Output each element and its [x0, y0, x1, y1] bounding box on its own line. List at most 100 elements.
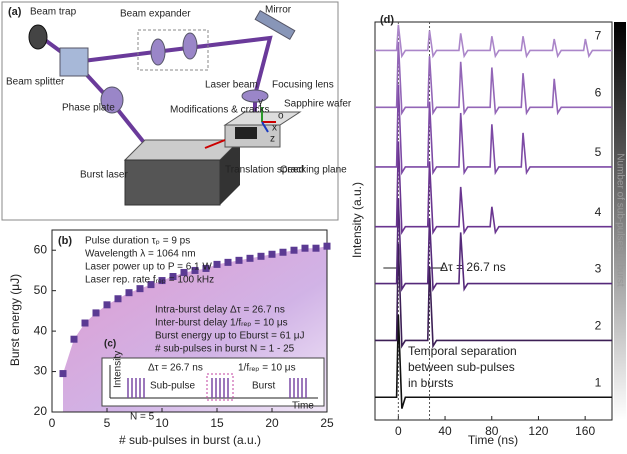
- y-axis-label: Burst energy (μJ): [8, 274, 22, 366]
- y-tick-label: 40: [34, 323, 48, 337]
- point: [257, 252, 265, 260]
- x-tick-label: 25: [320, 416, 334, 430]
- beam-splitter: [59, 47, 89, 77]
- focusing-lens: [241, 89, 269, 103]
- point: [191, 266, 199, 274]
- label: Cracking plane: [280, 165, 347, 176]
- laser-top: [123, 139, 242, 161]
- annotation: in bursts: [408, 376, 453, 390]
- annotation: Temporal separation: [408, 344, 517, 358]
- series-label: 3: [595, 262, 602, 276]
- trace: [375, 314, 612, 409]
- label: Phase plate: [62, 103, 115, 114]
- point: [246, 254, 254, 262]
- lens: [182, 32, 198, 60]
- label: Translation speed: [225, 165, 304, 176]
- phase-plate: [100, 86, 124, 114]
- annotation: Burst energy up to Eburst = 61 μJ: [155, 331, 304, 342]
- annotation: Wavelength λ = 1064 nm: [85, 249, 196, 260]
- point: [92, 309, 100, 317]
- inset-label: N = 5: [130, 412, 155, 423]
- axis-z: [261, 121, 269, 133]
- y-tick-label: 50: [34, 283, 48, 297]
- trace: [375, 24, 612, 59]
- panel-label: (d): [380, 14, 394, 26]
- expander-box: [137, 29, 209, 71]
- point: [59, 370, 67, 378]
- series-label: 1: [595, 375, 602, 389]
- inset-pulses: [127, 378, 307, 398]
- x-tick-label: 40: [438, 424, 452, 438]
- point: [301, 244, 309, 252]
- label: Burst laser: [80, 170, 128, 181]
- inset-label: Burst: [252, 381, 276, 392]
- trace: [375, 41, 612, 116]
- inset-label: 1/fᵣₑₚ = 10 μs: [238, 363, 296, 374]
- lens: [150, 38, 166, 66]
- x-tick-label: 0: [395, 424, 402, 438]
- annotation: Δτ = 26.7 ns: [440, 260, 506, 274]
- axis-label: o: [278, 111, 284, 122]
- point: [312, 244, 320, 252]
- colorbar: [614, 22, 626, 420]
- panel-label: (b): [58, 235, 72, 247]
- cracks: [235, 127, 257, 139]
- label: Modifications & cracks: [170, 105, 269, 116]
- annotation: Pulse duration τₚ = 9 ps: [85, 236, 190, 247]
- x-axis-label: Time (ns): [468, 433, 518, 447]
- trace: [375, 243, 612, 349]
- point: [147, 281, 155, 289]
- panel-b: (b) Pulse duration τₚ = 9 ps Wavelength …: [8, 235, 325, 447]
- point: [136, 285, 144, 293]
- diagram: (a) Beam trap Beam expander Mirror Beam …: [1, 1, 352, 221]
- annotation: Laser rep. rate fᵣₑₚ = 100 kHz: [85, 275, 214, 286]
- label: Laser beam: [205, 80, 258, 91]
- axis-label: x: [272, 123, 277, 134]
- inset-label: Sub-pulse: [150, 381, 195, 392]
- x-tick-label: 80: [485, 424, 499, 438]
- trace: [375, 84, 612, 176]
- series-label: 5: [595, 145, 602, 159]
- burst-box: [206, 373, 234, 401]
- inset: (c) Intensity Time Δτ = 26.7 ns 1/fᵣₑₚ =…: [101, 339, 325, 423]
- label: Mirror: [265, 5, 292, 16]
- series-label: 4: [595, 205, 602, 219]
- beam: [74, 35, 273, 120]
- inset-label: Δτ = 26.7 ns: [148, 363, 203, 374]
- y-tick-label: 60: [34, 242, 48, 256]
- point: [158, 277, 166, 285]
- point: [268, 250, 276, 258]
- point: [202, 264, 210, 272]
- x-tick-label: 120: [528, 424, 548, 438]
- laser-box: [124, 159, 221, 206]
- point: [125, 289, 133, 297]
- axis-label: y: [258, 97, 263, 108]
- colorbar-label: Number of sub-pulses in burst: [614, 153, 625, 287]
- trace: [375, 141, 612, 236]
- x-tick-label: 160: [575, 424, 595, 438]
- plot-frame: [51, 229, 328, 413]
- point: [279, 248, 287, 256]
- y-tick-label: 20: [34, 404, 48, 418]
- panel-label: (a): [8, 6, 22, 18]
- mirror: [254, 9, 296, 41]
- x-tick-label: 15: [210, 416, 224, 430]
- annotation: Intra-burst delay Δτ = 26.7 ns: [155, 305, 285, 316]
- label: Beam trap: [30, 7, 77, 18]
- point: [169, 273, 177, 281]
- point: [235, 256, 243, 264]
- point: [224, 258, 232, 266]
- annotation: between sub-pulses: [408, 360, 515, 374]
- x-tick-label: 20: [265, 416, 279, 430]
- point: [114, 295, 122, 303]
- point: [323, 242, 331, 250]
- plot-frame: [374, 21, 613, 421]
- inset-x-label: Time: [292, 401, 314, 412]
- series-label: 2: [595, 319, 602, 333]
- y-tick-label: 30: [34, 364, 48, 378]
- point: [213, 260, 221, 268]
- x-tick-label: 10: [155, 416, 169, 430]
- label: Focusing lens: [272, 80, 334, 91]
- annotation: Laser power up to P = 6.1 W: [85, 262, 212, 273]
- y-axis-label: Intensity (a.u.): [350, 182, 364, 258]
